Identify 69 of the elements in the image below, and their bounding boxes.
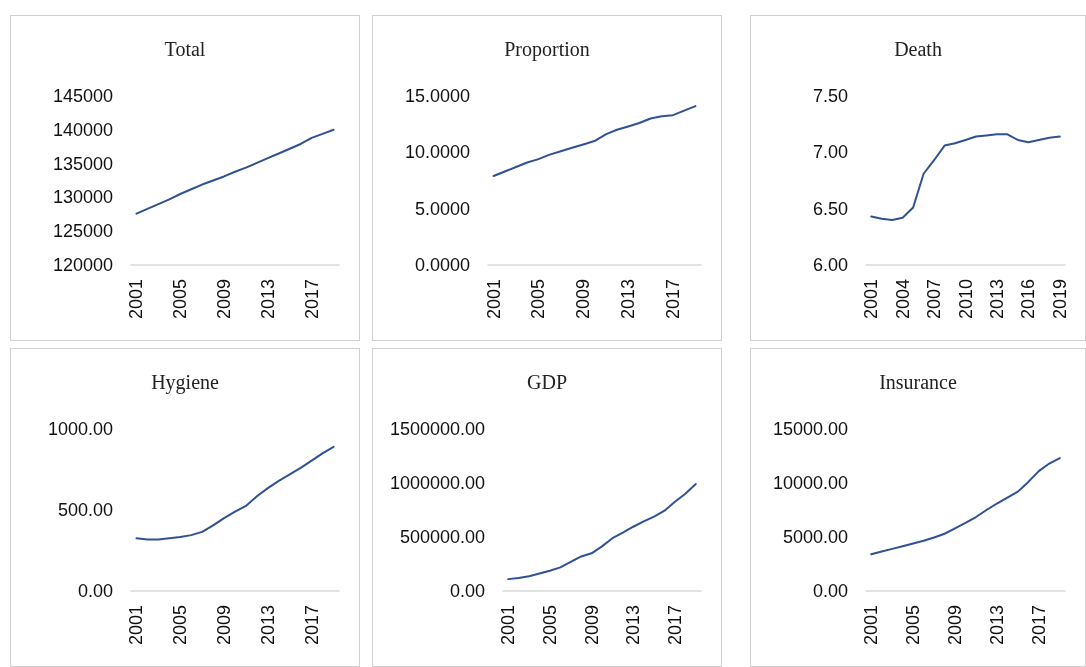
x-tick-label: 2007 — [924, 279, 945, 320]
x-tick-label: 2009 — [945, 605, 966, 646]
y-tick-label: 0.00 — [449, 581, 485, 601]
y-tick-label: 15000.00 — [772, 419, 848, 439]
x-tick-label: 2009 — [573, 279, 594, 320]
x-tick-label: 2017 — [301, 279, 322, 320]
x-tick-label: 2009 — [214, 279, 235, 320]
x-tick-label: 2001 — [126, 605, 147, 646]
y-tick-label: 5.0000 — [414, 198, 470, 219]
y-tick-label: 0.00 — [77, 581, 113, 601]
chart-title: Death — [894, 38, 942, 60]
y-tick-label: 120000 — [52, 255, 113, 275]
x-tick-label: 2013 — [257, 279, 278, 320]
y-tick-label: 145000 — [52, 86, 113, 106]
y-tick-label: 1500000.00 — [389, 419, 485, 439]
y-tick-label: 7.50 — [812, 86, 848, 106]
y-tick-label: 6.00 — [812, 255, 848, 275]
y-tick-label: 15.0000 — [404, 86, 470, 106]
chart-title: Total — [164, 38, 206, 60]
chart-title: GDP — [526, 371, 568, 393]
y-tick-label: 1000.00 — [47, 419, 113, 439]
x-tick-label: 2001 — [861, 279, 882, 320]
line-series — [870, 457, 1061, 556]
x-tick-label: 2005 — [539, 605, 560, 646]
line-series — [135, 445, 335, 541]
y-tick-label: 135000 — [52, 153, 113, 174]
x-tick-label: 2001 — [483, 279, 504, 320]
y-tick-label: 10.0000 — [404, 142, 470, 163]
chart-title: Insurance — [879, 371, 957, 393]
y-tick-label: 130000 — [52, 187, 113, 208]
x-tick-label: 2001 — [861, 605, 882, 646]
x-tick-label: 2005 — [170, 279, 191, 320]
line-series — [870, 133, 1061, 221]
y-tick-label: 140000 — [52, 119, 113, 140]
y-tick-label: 125000 — [52, 221, 113, 242]
x-tick-label: 2005 — [528, 279, 549, 320]
x-tick-label: 2017 — [301, 605, 322, 646]
y-tick-label: 6.50 — [812, 198, 848, 219]
x-tick-label: 2001 — [498, 605, 519, 646]
x-tick-label: 2017 — [664, 605, 685, 646]
x-tick-label: 2009 — [214, 605, 235, 646]
x-tick-label: 2004 — [892, 279, 913, 320]
x-tick-label: 2005 — [903, 605, 924, 646]
x-tick-label: 2019 — [1049, 279, 1070, 320]
x-tick-label: 2013 — [623, 605, 644, 646]
chart-title: Proportion — [504, 38, 590, 61]
x-tick-label: 2013 — [257, 605, 278, 646]
y-tick-label: 500.00 — [57, 500, 113, 520]
x-tick-label: 2001 — [126, 279, 147, 320]
y-tick-label: 1000000.00 — [389, 473, 485, 493]
y-tick-label: 0.0000 — [414, 255, 470, 275]
line-series — [135, 128, 335, 215]
x-tick-label: 2005 — [170, 605, 191, 646]
y-tick-label: 0.00 — [812, 581, 848, 601]
y-tick-label: 5000.00 — [782, 527, 848, 547]
y-tick-label: 7.00 — [812, 142, 848, 163]
x-tick-label: 2013 — [618, 279, 639, 320]
x-tick-label: 2017 — [662, 279, 683, 320]
x-tick-label: 2009 — [581, 605, 602, 646]
line-series — [507, 483, 697, 581]
x-tick-label: 2010 — [955, 279, 976, 320]
line-series — [492, 105, 697, 177]
x-tick-label: 2016 — [1018, 279, 1039, 320]
x-tick-label: 2017 — [1028, 605, 1049, 646]
x-tick-label: 2013 — [986, 605, 1007, 646]
y-tick-label: 500000.00 — [399, 527, 485, 547]
y-tick-label: 10000.00 — [772, 473, 848, 493]
chart-title: Hygiene — [151, 371, 219, 394]
x-tick-label: 2013 — [986, 279, 1007, 320]
